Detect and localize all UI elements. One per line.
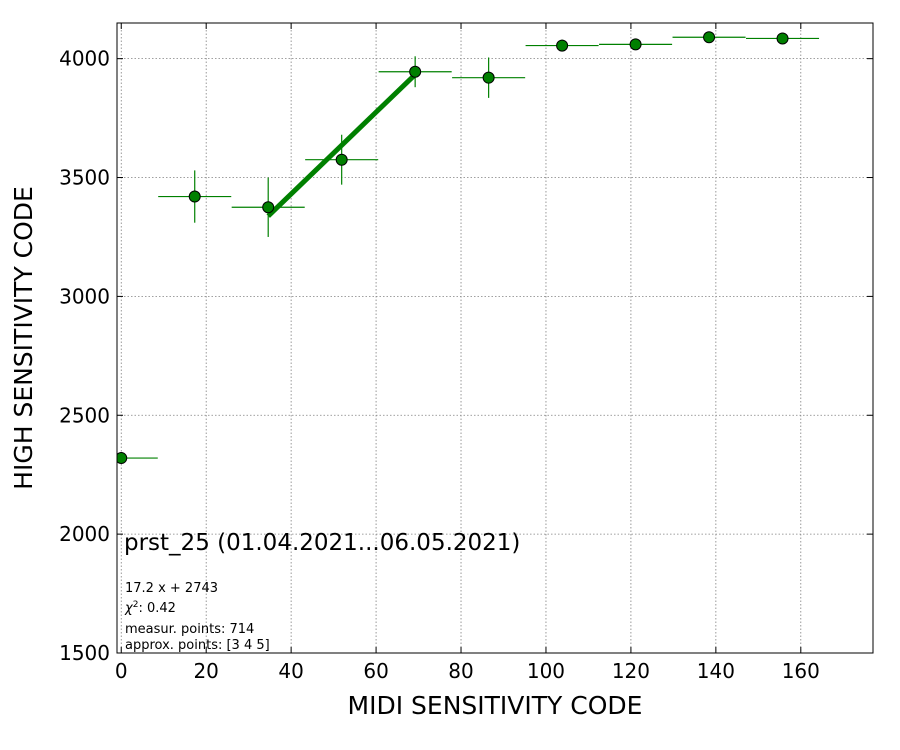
x-tick-label: 160 (782, 659, 820, 683)
axis-ticks: 0 20 40 60 80 100 120 140 160 1500 2000 2500 3000 350… (59, 23, 873, 683)
approx-points-list: approx. points: [3 4 5] (125, 638, 270, 653)
y-axis-title: HIGH SENSITIVITY CODE (9, 186, 38, 490)
annotation-box: prst_25 (01.04.2021...06.05.2021) 17.2 x… (124, 530, 520, 653)
data-point (335, 153, 348, 166)
chi-symbol: χ (124, 601, 134, 616)
x-tick-label: 40 (278, 659, 303, 683)
y-tick-label: 2500 (59, 403, 110, 427)
x-tick-label: 0 (115, 659, 128, 683)
annotation-title: prst_25 (01.04.2021...06.05.2021) (124, 530, 520, 556)
data-point (117, 452, 128, 465)
plot-data (117, 31, 820, 465)
x-tick-label: 100 (527, 659, 565, 683)
data-point (188, 190, 201, 203)
measured-points-count: measur. points: 714 (125, 622, 254, 637)
data-point (776, 32, 789, 45)
data-point (409, 65, 422, 78)
chi-value: : 0.42 (138, 601, 175, 616)
chi-exponent: 2 (133, 600, 139, 610)
fit-equation: 17.2 x + 2743 (125, 581, 218, 596)
x-tick-label: 80 (448, 659, 473, 683)
y-tick-label: 3000 (59, 284, 110, 308)
data-point (556, 39, 569, 52)
y-tick-label: 4000 (59, 47, 110, 71)
plot-frame (116, 22, 874, 654)
data-point (629, 38, 642, 51)
fit-line (266, 72, 417, 218)
x-tick-label: 60 (363, 659, 388, 683)
data-point (703, 31, 716, 44)
data-point (482, 71, 495, 84)
x-axis-title: MIDI SENSITIVITY CODE (348, 691, 643, 720)
grid (117, 23, 873, 654)
chi-square: χ2: 0.42 (124, 600, 176, 616)
y-tick-label: 1500 (59, 641, 110, 665)
plot-clipped (117, 31, 820, 465)
data-point (262, 201, 275, 214)
y-tick-label: 2000 (59, 522, 110, 546)
y-tick-label: 3500 (59, 166, 110, 190)
x-tick-label: 20 (193, 659, 218, 683)
x-tick-label: 140 (697, 659, 735, 683)
x-tick-label: 120 (612, 659, 650, 683)
